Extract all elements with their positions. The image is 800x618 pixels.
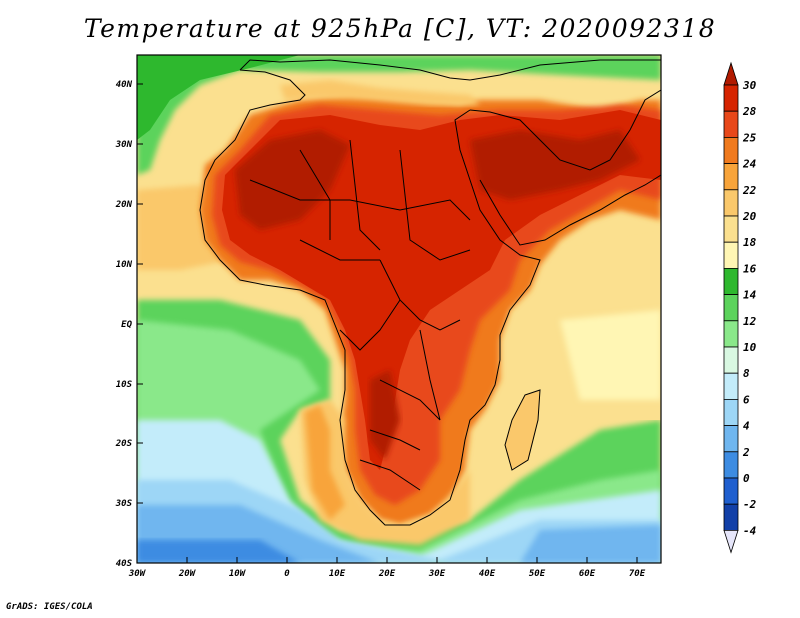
colorbar-swatch	[723, 503, 739, 531]
colorbar-label: 18	[743, 236, 757, 249]
colorbar-label: 30	[742, 79, 757, 92]
colorbar-label: 6	[743, 393, 750, 406]
colorbar-label: 0	[743, 472, 750, 485]
lat-label: 30S	[115, 499, 133, 509]
colorbar-label: 25	[742, 131, 757, 144]
colorbar-swatch	[723, 320, 739, 348]
lon-label: 10E	[329, 569, 346, 579]
colorbar-label: -4	[743, 524, 757, 537]
colorbar-label: 28	[742, 105, 757, 118]
lon-label: 10W	[229, 569, 247, 579]
colorbar-swatch	[723, 425, 739, 453]
colorbar-label: 8	[743, 367, 750, 380]
lon-label: 0	[284, 569, 290, 579]
colorbar-label: 16	[743, 262, 757, 275]
colorbar-swatch	[723, 398, 739, 426]
lat-label: 40N	[116, 80, 133, 90]
colorbar-swatch	[723, 215, 739, 243]
colorbar-swatch	[723, 84, 739, 112]
latitude-labels: 40N 30N 20N 10N EQ 10S 20S 30S 40S	[115, 80, 133, 569]
colorbar-top-arrow	[723, 61, 739, 86]
lon-label: 30E	[428, 569, 446, 579]
colorbar-swatch	[723, 346, 739, 374]
colorbar-swatch	[723, 451, 739, 479]
axis-ticks	[137, 83, 638, 563]
lat-label: 10N	[116, 260, 133, 270]
lat-label: 20N	[115, 200, 133, 210]
colorbar-swatch	[723, 189, 739, 217]
colorbar-label: -2	[743, 498, 757, 511]
lon-label: 70E	[629, 569, 646, 579]
colorbar-label: 12	[743, 315, 757, 328]
temperature-field	[137, 55, 661, 563]
map-frame	[136, 54, 662, 564]
lat-label: 20S	[115, 439, 133, 449]
lon-label: 40E	[479, 569, 496, 579]
lat-label: 30N	[115, 140, 133, 150]
lat-label: EQ	[121, 320, 132, 330]
colorbar-label: 24	[742, 158, 757, 171]
lon-label: 50E	[529, 569, 546, 579]
colorbar-swatch	[723, 372, 739, 400]
lon-label: 20W	[178, 569, 197, 579]
longitude-labels: 30W 20W 10W 0 10E 20E 30E 40E 50E 60E 70…	[128, 569, 646, 579]
lat-label: 10S	[116, 380, 133, 390]
credit-text: GrADS: IGES/COLA	[6, 602, 93, 612]
lon-label: 30W	[128, 569, 147, 579]
colorbar-label: 10	[743, 341, 757, 354]
colorbar-swatch	[723, 267, 739, 295]
colorbar-swatch	[723, 110, 739, 138]
colorbar-swatch	[723, 241, 739, 269]
colorbar-label: 2	[742, 446, 750, 459]
colorbar-label: 14	[743, 289, 757, 302]
lon-label: 20E	[378, 569, 396, 579]
map-title: Temperature at 925hPa [C], VT: 202009231…	[83, 14, 717, 43]
colorbar-label: 4	[743, 420, 750, 433]
colorbar-label: 20	[742, 210, 757, 223]
coastlines	[199, 59, 661, 526]
colorbar	[723, 61, 739, 554]
colorbar-swatch	[723, 136, 739, 164]
colorbar-swatch	[723, 477, 739, 505]
colorbar-swatch	[723, 294, 739, 322]
lat-label: 40S	[116, 559, 133, 569]
colorbar-swatch	[723, 163, 739, 191]
colorbar-label: 22	[742, 184, 757, 197]
colorbar-bottom-arrow	[723, 530, 739, 554]
lon-label: 60E	[579, 569, 596, 579]
